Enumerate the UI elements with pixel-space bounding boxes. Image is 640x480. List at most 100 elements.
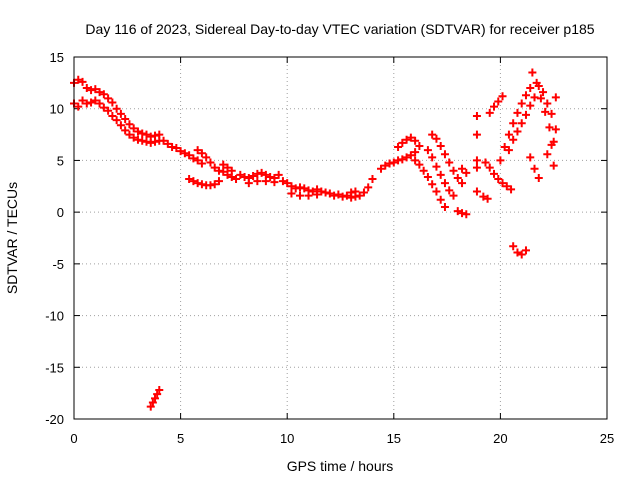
data-point-main-arc xyxy=(359,188,368,197)
data-point-main-arc xyxy=(223,163,232,172)
data-point-afternoon-tracks xyxy=(483,194,492,203)
data-point-main-arc xyxy=(104,106,113,115)
data-point-main-arc xyxy=(278,177,287,186)
data-point-main-arc xyxy=(125,130,134,139)
data-point-main-arc xyxy=(342,191,351,200)
data-point-afternoon-tracks xyxy=(500,142,509,151)
data-point-afternoon-tracks xyxy=(472,187,481,196)
data-point-afternoon-tracks xyxy=(502,182,511,191)
data-point-main-arc xyxy=(74,102,83,111)
data-point-main-arc xyxy=(185,151,194,160)
data-point-afternoon-tracks xyxy=(541,107,550,116)
data-point-main-arc xyxy=(206,158,215,167)
data-point-main-arc xyxy=(223,170,232,179)
data-point-main-arc xyxy=(291,184,300,193)
x-tick-label: 25 xyxy=(600,431,614,446)
data-point-main-arc xyxy=(364,183,373,192)
data-point-afternoon-tracks xyxy=(547,140,556,149)
data-point-afternoon-tracks xyxy=(398,138,407,147)
x-tick-label: 5 xyxy=(177,431,184,446)
data-point-main-arc xyxy=(193,179,202,188)
plot-frame xyxy=(73,56,608,420)
data-point-afternoon-tracks xyxy=(458,164,467,173)
data-point-afternoon-tracks xyxy=(453,174,462,183)
data-point-afternoon-tracks xyxy=(472,156,481,165)
data-point-main-arc xyxy=(287,182,296,191)
data-point-main-arc xyxy=(313,190,322,199)
data-point-main-arc xyxy=(95,99,104,108)
data-point-main-arc xyxy=(121,126,130,135)
data-point-main-arc xyxy=(108,111,117,120)
data-point-main-arc xyxy=(253,169,262,178)
data-point-main-arc xyxy=(240,172,249,181)
data-point-main-arc xyxy=(321,188,330,197)
data-point-afternoon-tracks xyxy=(428,130,437,139)
data-point-main-arc xyxy=(214,166,223,175)
data-point-main-arc xyxy=(193,146,202,155)
data-point-afternoon-tracks xyxy=(528,68,537,77)
data-point-main-arc xyxy=(330,191,339,200)
data-point-afternoon-tracks xyxy=(521,246,530,255)
data-point-afternoon-tracks xyxy=(513,127,522,136)
data-point-afternoon-tracks xyxy=(517,119,526,128)
data-point-main-arc xyxy=(142,130,151,139)
data-point-afternoon-tracks xyxy=(526,101,535,110)
data-point-main-arc xyxy=(151,137,160,146)
data-point-main-arc xyxy=(125,120,134,129)
data-point-afternoon-tracks xyxy=(385,159,394,168)
data-point-afternoon-tracks xyxy=(436,141,445,150)
data-point-afternoon-tracks xyxy=(536,94,545,103)
data-point-main-arc xyxy=(257,168,266,177)
data-point-afternoon-tracks xyxy=(445,158,454,167)
y-tick-label: -10 xyxy=(45,309,64,324)
data-point-afternoon-tracks xyxy=(389,158,398,167)
y-tick-label: 15 xyxy=(50,50,64,65)
data-point-main-arc xyxy=(261,177,270,186)
y-tick-label: -5 xyxy=(52,257,64,272)
data-point-afternoon-tracks xyxy=(549,161,558,170)
data-point-afternoon-tracks xyxy=(423,172,432,181)
data-point-main-arc xyxy=(355,191,364,200)
data-point-main-arc xyxy=(202,153,211,162)
data-point-afternoon-tracks xyxy=(462,210,471,219)
data-point-main-arc xyxy=(133,135,142,144)
data-point-main-arc xyxy=(219,160,228,169)
data-point-afternoon-tracks xyxy=(445,186,454,195)
data-point-main-arc xyxy=(244,179,253,188)
data-point-main-arc xyxy=(270,178,279,187)
data-point-afternoon-tracks xyxy=(462,168,471,177)
data-point-main-arc xyxy=(317,187,326,196)
data-point-main-arc xyxy=(287,189,296,198)
data-point-main-arc xyxy=(108,98,117,107)
grid xyxy=(74,57,607,419)
data-point-afternoon-tracks xyxy=(432,162,441,171)
data-point-main-arc xyxy=(295,183,304,192)
data-point-main-arc xyxy=(274,170,283,179)
data-point-main-arc xyxy=(338,192,347,201)
data-point-main-arc xyxy=(116,109,125,118)
data-point-afternoon-tracks xyxy=(406,151,415,160)
data-point-main-arc xyxy=(104,94,113,103)
data-point-main-arc xyxy=(325,189,334,198)
data-point-afternoon-tracks xyxy=(545,123,554,132)
data-point-main-arc xyxy=(78,77,87,86)
data-point-afternoon-tracks xyxy=(485,163,494,172)
data-point-main-arc xyxy=(91,85,100,94)
data-point-main-arc xyxy=(219,167,228,176)
data-point-main-arc xyxy=(197,149,206,158)
data-point-afternoon-tracks xyxy=(423,146,432,155)
data-point-afternoon-tracks xyxy=(496,156,505,165)
data-point-main-arc xyxy=(206,181,215,190)
data-point-afternoon-tracks xyxy=(377,164,386,173)
data-point-afternoon-tracks xyxy=(411,156,420,165)
data-point-main-arc xyxy=(129,124,138,133)
data-point-main-arc xyxy=(78,96,87,105)
data-point-afternoon-tracks xyxy=(509,119,518,128)
data-point-main-arc xyxy=(308,187,317,196)
x-tick-label: 10 xyxy=(280,431,294,446)
data-point-afternoon-tracks xyxy=(440,202,449,211)
data-point-afternoon-tracks xyxy=(436,170,445,179)
data-point-afternoon-tracks xyxy=(472,111,481,120)
data-point-main-arc xyxy=(253,177,262,186)
